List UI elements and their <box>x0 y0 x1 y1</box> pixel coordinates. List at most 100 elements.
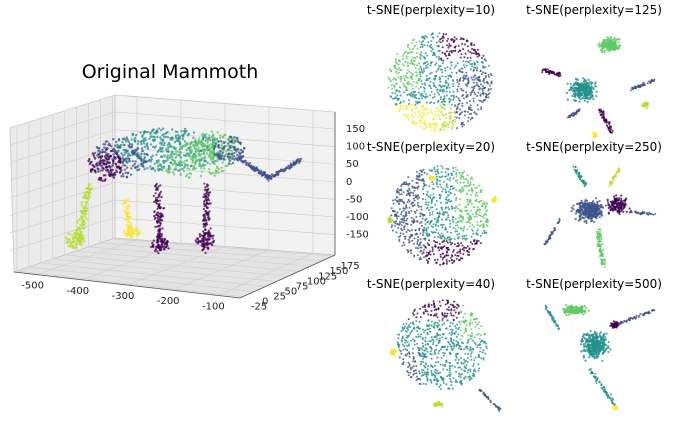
tsne-point <box>408 70 411 73</box>
mammoth-point <box>194 148 197 151</box>
tsne-point <box>465 60 467 63</box>
tsne-point <box>420 105 423 107</box>
mammoth-point <box>208 171 211 174</box>
mammoth-point <box>161 227 164 230</box>
tsne-point <box>430 198 433 201</box>
mammoth-point <box>89 170 93 173</box>
tsne-point <box>409 83 412 86</box>
tsne-point <box>437 45 440 48</box>
mammoth-point <box>71 244 74 247</box>
mammoth-point <box>204 189 207 192</box>
tsne-point <box>579 92 583 95</box>
tsne-point <box>415 106 418 109</box>
tsne-point <box>549 71 552 74</box>
tsne-point <box>433 84 436 87</box>
mammoth-point <box>155 153 158 156</box>
mammoth-point <box>106 161 109 164</box>
tsne-point <box>441 226 444 229</box>
tsne-point <box>461 89 463 92</box>
tsne-point <box>439 247 442 250</box>
tsne-point <box>609 37 612 40</box>
tsne-point <box>408 48 411 51</box>
tsne-point <box>609 40 612 43</box>
x-tick-label: -200 <box>157 296 180 307</box>
mammoth-point <box>228 135 232 139</box>
mammoth-point <box>225 144 228 148</box>
mammoth-point <box>153 169 157 172</box>
mammoth-point <box>203 159 206 163</box>
tsne-point <box>390 70 393 72</box>
tsne-point <box>578 100 581 103</box>
tsne-point <box>426 190 429 193</box>
tsne-point <box>423 245 426 247</box>
mammoth-point <box>153 214 156 218</box>
tsne-point <box>442 88 445 91</box>
mammoth-point <box>109 168 113 172</box>
tsne-point <box>486 225 489 228</box>
tsne-point <box>606 198 609 201</box>
grid-line-z <box>9 164 116 199</box>
tsne-point <box>394 224 396 227</box>
tsne-point <box>477 76 480 79</box>
tsne-point <box>472 76 475 79</box>
tsne-point <box>458 102 461 105</box>
tsne-point <box>456 79 459 81</box>
mammoth-point <box>76 231 79 234</box>
mammoth-point <box>183 166 186 169</box>
tsne-point <box>601 43 604 47</box>
mammoth-point <box>176 154 179 157</box>
tsne-point <box>446 230 449 233</box>
mammoth-point <box>82 223 85 226</box>
tsne-point <box>468 254 471 256</box>
tsne-point <box>440 57 443 60</box>
tsne-point <box>444 219 447 221</box>
tsne-point <box>444 201 447 204</box>
mammoth-point <box>140 142 143 146</box>
tsne-point <box>455 72 458 74</box>
tsne-point <box>452 220 455 223</box>
tsne-point <box>443 236 446 239</box>
mammoth-point <box>102 162 105 165</box>
mammoth-point <box>82 237 85 240</box>
mammoth-point <box>181 137 184 141</box>
mammoth-point <box>207 212 210 215</box>
mammoth-point <box>99 159 102 162</box>
tsne-point <box>476 67 479 70</box>
mammoth-point <box>155 202 159 205</box>
tsne-point <box>428 223 431 225</box>
mammoth-point <box>124 199 127 202</box>
tsne-point <box>424 67 427 70</box>
tsne-point <box>437 50 440 53</box>
mammoth-point <box>78 228 81 231</box>
tsne-point <box>479 242 482 245</box>
mammoth-point <box>163 207 166 210</box>
mammoth-point <box>166 154 169 157</box>
tsne-point <box>449 107 452 110</box>
tsne-point <box>461 71 464 74</box>
tsne-point <box>401 63 404 66</box>
grid-line-z <box>9 199 116 234</box>
tsne-point <box>445 123 448 126</box>
tsne-point <box>440 96 442 99</box>
mammoth-point <box>99 169 103 172</box>
mammoth-point <box>217 152 221 156</box>
tsne-point <box>444 228 447 231</box>
tsne-point <box>444 171 447 174</box>
tsne-point <box>422 168 425 171</box>
tsne-point <box>403 202 406 205</box>
tsne-point <box>448 97 451 100</box>
tsne-point <box>611 129 614 132</box>
tsne-point <box>403 225 406 228</box>
mammoth-point <box>77 218 80 221</box>
tsne-point <box>487 96 490 99</box>
mammoth-point <box>208 217 211 220</box>
mammoth-point <box>112 176 116 179</box>
mammoth-point <box>91 163 94 167</box>
mammoth-point <box>206 246 209 249</box>
mammoth-point <box>112 162 115 165</box>
tsne-point <box>448 260 451 262</box>
tsne-point <box>460 177 462 180</box>
tsne-point <box>426 221 429 224</box>
mammoth-point <box>89 187 92 190</box>
tsne-point <box>434 63 437 66</box>
